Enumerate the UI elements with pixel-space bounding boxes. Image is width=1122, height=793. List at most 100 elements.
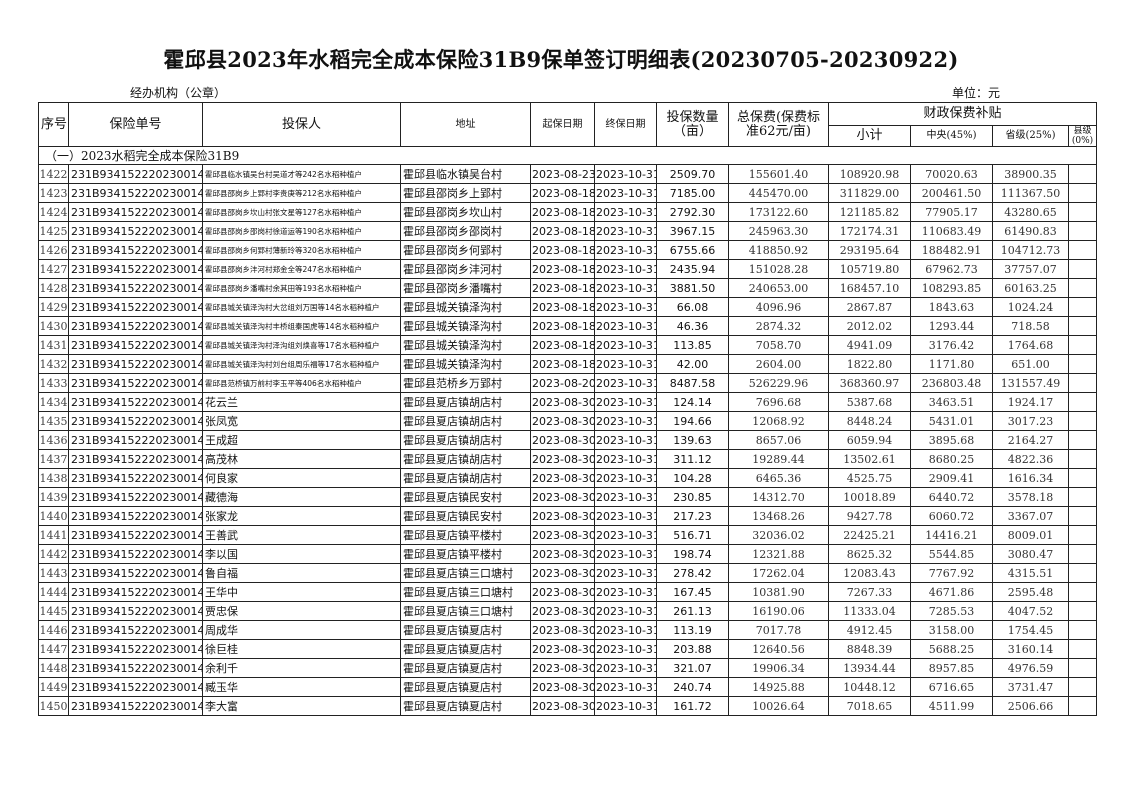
policy-number: 231B93415222023001445 bbox=[68, 487, 203, 507]
subsidy-subtotal: 2867.87 bbox=[828, 297, 911, 317]
provincial-subsidy: 43280.65 bbox=[992, 202, 1069, 222]
provincial-subsidy: 3731.47 bbox=[992, 677, 1069, 697]
central-subsidy: 200461.50 bbox=[910, 183, 993, 203]
county-subsidy bbox=[1067, 240, 1098, 260]
policy-holder: 张家龙 bbox=[202, 506, 401, 526]
county-subsidy bbox=[1067, 335, 1098, 355]
subsidy-subtotal: 12083.43 bbox=[828, 563, 911, 583]
central-subsidy: 1171.80 bbox=[910, 354, 993, 374]
county-subsidy bbox=[1067, 487, 1098, 507]
end-date: 2023-10-31 bbox=[594, 183, 657, 203]
row-seq: 1425 bbox=[38, 221, 69, 241]
total-premium: 32036.02 bbox=[728, 525, 829, 545]
quantity: 6755.66 bbox=[656, 240, 729, 260]
central-subsidy: 3158.00 bbox=[910, 620, 993, 640]
county-subsidy bbox=[1067, 582, 1098, 602]
total-premium: 14312.70 bbox=[728, 487, 829, 507]
policy-number: 231B93415222023001455 bbox=[68, 677, 203, 697]
policy-holder: 李以国 bbox=[202, 544, 401, 564]
policy-number: 231B93415222023001433 bbox=[68, 259, 203, 279]
total-premium: 8657.06 bbox=[728, 430, 829, 450]
total-premium: 2604.00 bbox=[728, 354, 829, 374]
provincial-subsidy: 651.00 bbox=[992, 354, 1069, 374]
policy-number: 231B93415222023001456 bbox=[68, 696, 203, 716]
policy-holder: 李大富 bbox=[202, 696, 401, 716]
quantity: 261.13 bbox=[656, 601, 729, 621]
row-seq: 1428 bbox=[38, 278, 69, 298]
address: 霍邱县城关镇泽沟村 bbox=[400, 354, 531, 374]
quantity: 2792.30 bbox=[656, 202, 729, 222]
total-premium: 19906.34 bbox=[728, 658, 829, 678]
county-subsidy bbox=[1067, 297, 1098, 317]
address: 霍邱县城关镇泽沟村 bbox=[400, 316, 531, 336]
table-row: 1435231B93415222023001441张凤宽霍邱县夏店镇胡店村202… bbox=[38, 411, 1098, 431]
row-seq: 1423 bbox=[38, 183, 69, 203]
central-subsidy: 77905.17 bbox=[910, 202, 993, 222]
table-row: 1438231B93415222023001444何良家霍邱县夏店镇胡店村202… bbox=[38, 468, 1098, 488]
end-date: 2023-10-31 bbox=[594, 487, 657, 507]
quantity: 3881.50 bbox=[656, 278, 729, 298]
start-date: 2023-08-30 bbox=[530, 525, 595, 545]
address: 霍邱县邵岗乡沣河村 bbox=[400, 259, 531, 279]
policy-holder: 王成超 bbox=[202, 430, 401, 450]
row-seq: 1434 bbox=[38, 392, 69, 412]
start-date: 2023-08-30 bbox=[530, 582, 595, 602]
subsidy-subtotal: 105719.80 bbox=[828, 259, 911, 279]
county-subsidy bbox=[1067, 411, 1098, 431]
quantity: 8487.58 bbox=[656, 373, 729, 393]
central-subsidy: 1843.63 bbox=[910, 297, 993, 317]
start-date: 2023-08-18 bbox=[530, 221, 595, 241]
policy-number: 231B93415222023001447 bbox=[68, 525, 203, 545]
quantity: 113.85 bbox=[656, 335, 729, 355]
start-date: 2023-08-30 bbox=[530, 658, 595, 678]
table-row: 1436231B93415222023001442王成超霍邱县夏店镇胡店村202… bbox=[38, 430, 1098, 450]
address: 霍邱县夏店镇三口塘村 bbox=[400, 582, 531, 602]
central-subsidy: 1293.44 bbox=[910, 316, 993, 336]
row-seq: 1448 bbox=[38, 658, 69, 678]
provincial-subsidy: 37757.07 bbox=[992, 259, 1069, 279]
total-premium: 10381.90 bbox=[728, 582, 829, 602]
county-subsidy bbox=[1067, 316, 1098, 336]
address: 霍邱县夏店镇胡店村 bbox=[400, 392, 531, 412]
total-premium: 7058.70 bbox=[728, 335, 829, 355]
subsidy-subtotal: 5387.68 bbox=[828, 392, 911, 412]
row-seq: 1432 bbox=[38, 354, 69, 374]
header-central: 中央(45%) bbox=[910, 125, 993, 147]
end-date: 2023-10-31 bbox=[594, 316, 657, 336]
end-date: 2023-10-31 bbox=[594, 696, 657, 716]
quantity: 516.71 bbox=[656, 525, 729, 545]
end-date: 2023-10-31 bbox=[594, 639, 657, 659]
quantity: 240.74 bbox=[656, 677, 729, 697]
section-row: （一）2023水稻完全成本保险31B9 bbox=[37, 146, 1098, 165]
start-date: 2023-08-30 bbox=[530, 506, 595, 526]
provincial-subsidy: 2595.48 bbox=[992, 582, 1069, 602]
quantity: 7185.00 bbox=[656, 183, 729, 203]
row-seq: 1426 bbox=[38, 240, 69, 260]
end-date: 2023-10-31 bbox=[594, 411, 657, 431]
total-premium: 4096.96 bbox=[728, 297, 829, 317]
total-premium: 10026.64 bbox=[728, 696, 829, 716]
policy-holder: 霍邱县邵岗乡何郢村薄新玲等320名水稻种植户 bbox=[202, 240, 401, 260]
end-date: 2023-10-31 bbox=[594, 202, 657, 222]
address: 霍邱县夏店镇夏店村 bbox=[400, 677, 531, 697]
table-row: 1432231B93415222023001438霍邱县城关镇泽沟村刘台组周乐福… bbox=[38, 354, 1098, 374]
address: 霍邱县邵岗乡何郢村 bbox=[400, 240, 531, 260]
start-date: 2023-08-20 bbox=[530, 373, 595, 393]
address: 霍邱县夏店镇三口塘村 bbox=[400, 563, 531, 583]
subsidy-subtotal: 1822.80 bbox=[828, 354, 911, 374]
end-date: 2023-10-31 bbox=[594, 221, 657, 241]
address: 霍邱县夏店镇胡店村 bbox=[400, 411, 531, 431]
row-seq: 1450 bbox=[38, 696, 69, 716]
address: 霍邱县夏店镇民安村 bbox=[400, 506, 531, 526]
county-subsidy bbox=[1067, 449, 1098, 469]
header-county: 县级(0%) bbox=[1067, 125, 1098, 147]
header-provincial: 省级(25%) bbox=[992, 125, 1069, 147]
quantity: 194.66 bbox=[656, 411, 729, 431]
central-subsidy: 70020.63 bbox=[910, 164, 993, 184]
total-premium: 445470.00 bbox=[728, 183, 829, 203]
county-subsidy bbox=[1067, 658, 1098, 678]
start-date: 2023-08-30 bbox=[530, 677, 595, 697]
address: 霍邱县夏店镇夏店村 bbox=[400, 658, 531, 678]
policy-holder: 霍邱县范桥镇万前村李玉平等406名水稻种植户 bbox=[202, 373, 401, 393]
row-seq: 1445 bbox=[38, 601, 69, 621]
